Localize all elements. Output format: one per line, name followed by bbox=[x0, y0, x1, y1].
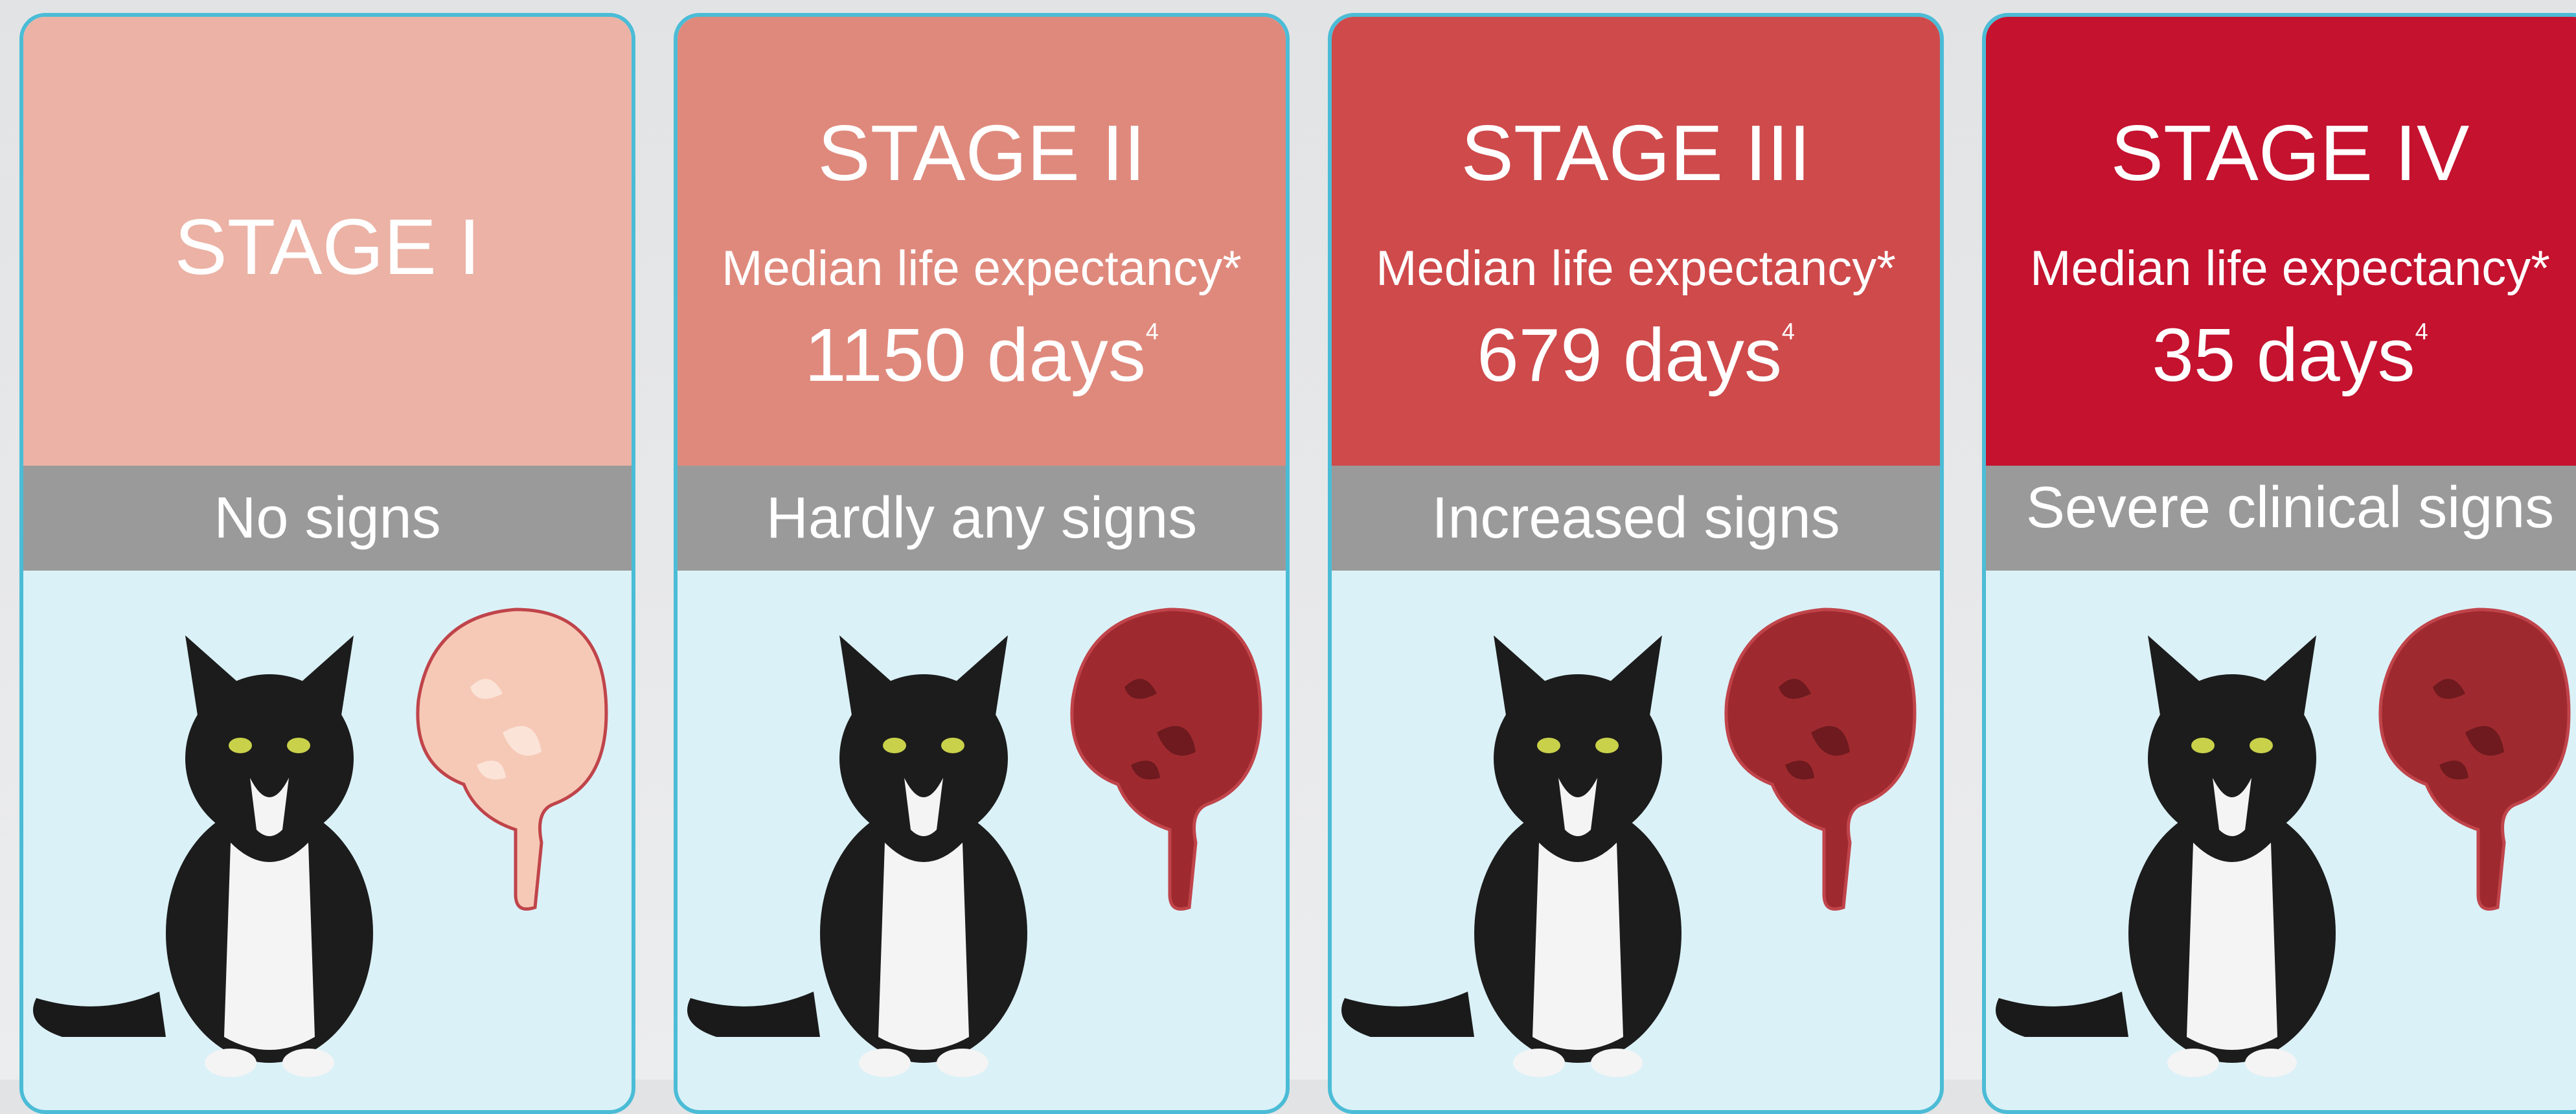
stage-card: STAGE III Median life expectancy* 679 days… bbox=[1328, 13, 1944, 1114]
life-expectancy-label: Median life expectancy* bbox=[1986, 240, 2576, 297]
kidney bbox=[1072, 609, 1260, 909]
illustration bbox=[678, 571, 1290, 1102]
life-expectancy-label: Median life expectancy* bbox=[1332, 240, 1940, 297]
life-expectancy-value: 679 days4 bbox=[1332, 312, 1940, 398]
days: 679 days bbox=[1477, 313, 1782, 397]
kidney bbox=[2380, 609, 2569, 909]
illustration bbox=[23, 571, 635, 1102]
stage-title: STAGE II bbox=[678, 108, 1286, 198]
card-header: STAGE I bbox=[23, 17, 632, 466]
cat bbox=[33, 635, 373, 1077]
stage-card: STAGE I No signs bbox=[19, 13, 635, 1114]
cat bbox=[687, 635, 1027, 1077]
footnote-ref: 4 bbox=[1146, 318, 1159, 345]
cat bbox=[1341, 635, 1681, 1077]
days: 1150 days bbox=[804, 313, 1146, 397]
card-header: STAGE II Median life expectancy* 1150 days… bbox=[678, 17, 1286, 466]
stage-card: STAGE II Median life expectancy* 1150 days… bbox=[674, 13, 1290, 1114]
card-header: STAGE IV Median life expectancy* 35 days4 bbox=[1986, 17, 2576, 466]
signs-band: Increased signs bbox=[1332, 466, 1940, 571]
footnote-ref: 4 bbox=[1782, 318, 1795, 345]
signs-band: No signs bbox=[23, 466, 632, 571]
page: STAGE I No signs STAGE II Median life expe… bbox=[0, 0, 2576, 1080]
days: 35 days bbox=[2152, 313, 2415, 397]
illustration bbox=[1332, 571, 1944, 1102]
stage-title: STAGE I bbox=[23, 201, 632, 292]
signs-band: Severe clinical signs bbox=[1986, 466, 2576, 571]
illustration bbox=[1986, 571, 2576, 1102]
card-header: STAGE III Median life expectancy* 679 days… bbox=[1332, 17, 1940, 466]
signs-band: Hardly any signs bbox=[678, 466, 1286, 571]
life-expectancy-label: Median life expectancy* bbox=[678, 240, 1286, 297]
life-expectancy-value: 35 days4 bbox=[1986, 312, 2576, 398]
kidney bbox=[1726, 609, 1915, 909]
footnote-ref: 4 bbox=[2415, 318, 2428, 345]
stage-title: STAGE III bbox=[1332, 108, 1940, 198]
cat bbox=[1996, 635, 2336, 1077]
life-expectancy-value: 1150 days4 bbox=[678, 312, 1286, 398]
kidney bbox=[418, 609, 606, 909]
stage-title: STAGE IV bbox=[1986, 108, 2576, 198]
